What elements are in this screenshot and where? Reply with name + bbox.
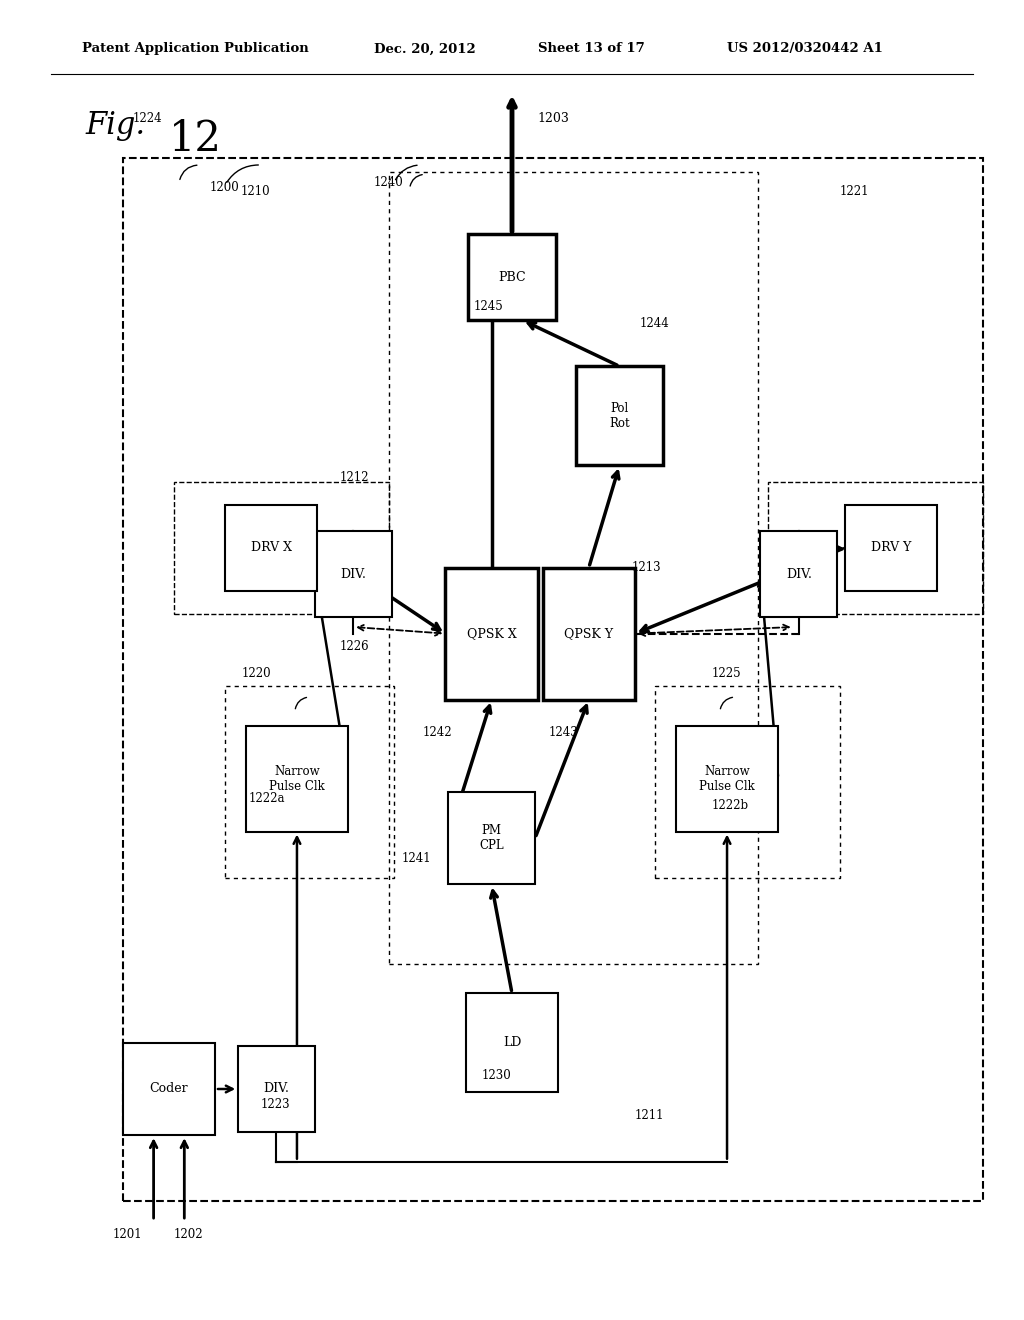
Text: DIV.: DIV.	[263, 1082, 290, 1096]
Bar	[760, 532, 838, 618]
Text: 1203: 1203	[538, 112, 569, 125]
Text: 1210: 1210	[241, 185, 270, 198]
Text: DRV Y: DRV Y	[870, 541, 911, 554]
Bar	[543, 568, 635, 700]
Text: Sheet 13 of 17: Sheet 13 of 17	[538, 42, 644, 55]
Text: DRV X: DRV X	[251, 541, 292, 554]
Text: PM
CPL: PM CPL	[479, 824, 504, 853]
Text: DIV.: DIV.	[340, 568, 367, 581]
Bar	[123, 158, 983, 1201]
Bar	[466, 993, 558, 1093]
Text: 1225: 1225	[712, 667, 741, 680]
Bar	[845, 506, 937, 591]
Bar	[655, 686, 840, 878]
Text: QPSK X: QPSK X	[467, 627, 516, 640]
Bar	[575, 366, 664, 465]
Bar	[225, 686, 394, 878]
Text: 1201: 1201	[113, 1228, 142, 1241]
Text: Pol
Rot: Pol Rot	[609, 401, 630, 430]
Text: 1243: 1243	[549, 726, 579, 739]
Text: 1222b: 1222b	[712, 799, 749, 812]
Bar	[315, 532, 391, 618]
Text: 1245: 1245	[474, 300, 504, 313]
Text: 1221: 1221	[840, 185, 869, 198]
Text: 1240: 1240	[374, 176, 403, 189]
Text: Narrow
Pulse Clk: Narrow Pulse Clk	[269, 764, 325, 793]
Text: 1224: 1224	[133, 112, 163, 125]
Text: 1230: 1230	[481, 1069, 511, 1082]
Text: 1242: 1242	[423, 726, 453, 739]
Bar	[469, 235, 555, 319]
Text: 1213: 1213	[632, 561, 662, 574]
Bar	[246, 726, 348, 832]
Bar	[768, 482, 983, 614]
Text: 1223: 1223	[261, 1098, 291, 1111]
Bar	[174, 482, 389, 614]
Text: 1211: 1211	[635, 1109, 665, 1122]
Text: QPSK Y: QPSK Y	[564, 627, 613, 640]
Text: 12: 12	[169, 117, 222, 160]
Text: Dec. 20, 2012: Dec. 20, 2012	[374, 42, 475, 55]
Text: US 2012/0320442 A1: US 2012/0320442 A1	[727, 42, 883, 55]
Text: 1241: 1241	[401, 851, 431, 865]
Text: Patent Application Publication: Patent Application Publication	[82, 42, 308, 55]
Bar	[449, 792, 535, 884]
Bar	[238, 1045, 315, 1133]
Text: 1244: 1244	[640, 317, 670, 330]
Text: Fig.: Fig.	[85, 110, 145, 141]
Text: PBC: PBC	[499, 271, 525, 284]
Text: Narrow
Pulse Clk: Narrow Pulse Clk	[699, 764, 755, 793]
Bar	[676, 726, 778, 832]
Bar	[123, 1043, 215, 1135]
Text: 1226: 1226	[340, 640, 370, 653]
Bar	[445, 568, 538, 700]
Bar	[225, 506, 317, 591]
Text: 1220: 1220	[242, 667, 271, 680]
Text: Coder: Coder	[150, 1082, 188, 1096]
Text: 1200: 1200	[210, 181, 240, 194]
Text: 1222a: 1222a	[249, 792, 286, 805]
Text: 1212: 1212	[340, 471, 370, 484]
Bar	[389, 172, 758, 964]
Text: DIV.: DIV.	[785, 568, 812, 581]
Text: LD: LD	[503, 1036, 521, 1049]
Text: 1202: 1202	[174, 1228, 204, 1241]
